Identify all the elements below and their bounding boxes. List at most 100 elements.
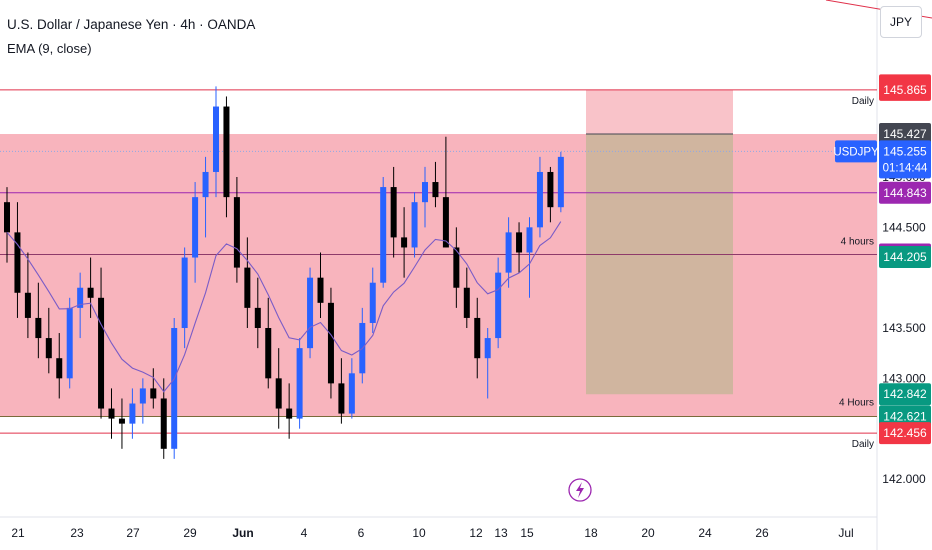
price-label: 145.427 [883,127,927,141]
candle [484,328,491,399]
candle-body [139,388,146,404]
candle-body [118,418,125,424]
candle-body [474,317,481,359]
candle [327,287,334,399]
candle-body [390,187,397,238]
candle-body [14,232,21,293]
candle [453,227,460,308]
price-tick: 144.500 [882,220,926,234]
candle [317,252,324,318]
candle [275,348,282,429]
candle [348,358,355,419]
level-label-1: 4 hours [841,237,874,248]
candle [505,217,512,288]
price-label-bg [879,246,931,269]
candle [526,217,533,298]
time-tick: 13 [494,526,508,540]
time-tick: 27 [126,526,140,540]
candle [202,156,209,238]
candle-body [307,277,314,349]
price-label-bg [879,422,931,445]
candle [171,317,178,459]
candle-body [432,182,439,198]
candle [432,161,439,208]
price-tick: 143.500 [882,321,926,335]
ema-line [6,221,562,393]
candle [233,177,240,283]
candle [557,151,564,213]
candle-body [547,171,554,208]
candle [139,378,146,424]
candle [108,388,115,439]
candle [536,156,543,238]
candle-body [66,307,73,379]
time-tick: 18 [584,526,598,540]
price-label-bg [879,123,931,146]
candle [254,277,261,349]
candle [369,267,376,334]
time-tick: Jun [232,526,253,540]
candle [463,267,470,329]
indicator-legend[interactable]: EMA (9, close) [7,41,92,56]
candle-body [495,272,502,339]
candle-body [77,287,84,308]
candle-body [108,408,115,419]
price-tick: 143.000 [882,371,926,385]
candle-body [45,338,52,359]
candle-body [422,182,428,203]
price-label: 142.842 [883,387,927,401]
candle-body [516,232,523,253]
time-tick: 23 [70,526,84,540]
price-label-bg [879,405,931,428]
level-label-3: Daily [852,439,874,450]
candle [87,257,94,318]
time-tick: 26 [755,526,769,540]
candle-body [411,202,418,248]
price-label: 145.865 [883,83,927,97]
candle [77,272,84,339]
level-label-2: 4 Hours [839,397,874,408]
candle [495,257,502,349]
candle [516,222,523,273]
currency-button[interactable]: JPY [880,6,922,38]
time-tick: Jul [838,526,853,540]
time-tick: 12 [469,526,483,540]
zone-rectangle [0,134,877,417]
time-tick: 29 [183,526,197,540]
candle-body [35,317,42,339]
candle-body [202,171,209,198]
countdown-label: 01:14:44 [883,162,928,174]
price-label: 144.843 [883,186,927,200]
candle [66,297,73,389]
candle-body [24,292,31,318]
price-label-bg [879,181,931,204]
candle-body [160,398,167,449]
candle [411,192,418,258]
candle [244,237,251,329]
candle-body [275,378,282,409]
price-label: 142.456 [883,426,927,440]
candle-body [442,197,449,248]
candle [150,368,157,409]
candle [401,207,408,278]
candle-body [192,197,199,258]
take-profit-box [586,134,733,395]
candles [4,86,564,459]
candle [390,166,397,258]
time-tick: 6 [358,526,365,540]
candle [129,388,136,439]
candle [338,358,345,424]
candle-body [254,307,261,329]
price-label-bg [879,78,931,101]
candle [474,297,481,379]
candle-body [150,388,157,399]
price-label: 144.205 [883,250,927,264]
time-tick: 10 [412,526,426,540]
stop-loss-box [586,89,733,135]
candle [442,136,449,248]
time-tick: 4 [301,526,308,540]
candle-body [4,202,10,233]
candle-body [87,287,94,298]
candle-body [380,187,387,283]
